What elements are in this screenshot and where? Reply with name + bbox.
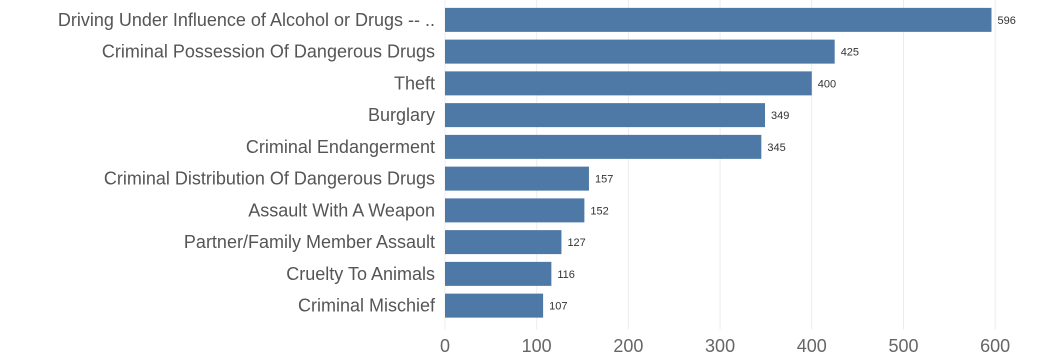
value-labels: 596 425 400 349 345 157 152 127 116 107 bbox=[549, 15, 1016, 313]
bar bbox=[445, 293, 544, 318]
bar bbox=[445, 166, 589, 191]
data-label: 345 bbox=[767, 142, 785, 154]
x-tick-label: 600 bbox=[980, 336, 1010, 356]
bar bbox=[445, 7, 992, 32]
category-label: Burglary bbox=[368, 105, 435, 125]
data-label: 152 bbox=[590, 205, 608, 217]
x-tick-label: 100 bbox=[522, 336, 552, 356]
category-label: Criminal Endangerment bbox=[246, 137, 435, 157]
category-label: Partner/Family Member Assault bbox=[184, 232, 435, 252]
x-tick-label: 0 bbox=[440, 336, 450, 356]
data-label: 400 bbox=[818, 78, 836, 90]
bar bbox=[445, 198, 585, 223]
bar bbox=[445, 134, 762, 159]
data-label: 425 bbox=[841, 47, 859, 59]
category-label: Criminal Mischief bbox=[298, 296, 436, 316]
bar bbox=[445, 39, 835, 64]
category-label: Cruelty To Animals bbox=[286, 264, 435, 284]
bar bbox=[445, 261, 552, 286]
data-label: 596 bbox=[997, 15, 1015, 27]
category-label: Criminal Possession Of Dangerous Drugs bbox=[102, 42, 435, 62]
category-label: Driving Under Influence of Alcohol or Dr… bbox=[58, 10, 435, 30]
x-tick-label: 500 bbox=[888, 336, 918, 356]
category-label: Theft bbox=[394, 73, 435, 93]
category-labels: Driving Under Influence of Alcohol or Dr… bbox=[58, 10, 436, 316]
x-tick-label: 200 bbox=[613, 336, 643, 356]
x-tick-label: 400 bbox=[797, 336, 827, 356]
bar bbox=[445, 230, 562, 255]
x-tick-label: 300 bbox=[705, 336, 735, 356]
category-label: Criminal Distribution Of Dangerous Drugs bbox=[104, 169, 435, 189]
bar bbox=[445, 71, 812, 96]
data-label: 157 bbox=[595, 174, 613, 186]
data-label: 107 bbox=[549, 301, 567, 313]
bar bbox=[445, 103, 766, 128]
bars bbox=[445, 7, 992, 318]
category-label: Assault With A Weapon bbox=[248, 200, 435, 220]
data-label: 349 bbox=[771, 110, 789, 122]
data-label: 127 bbox=[567, 237, 585, 249]
data-label: 116 bbox=[557, 269, 575, 281]
x-axis: 0 100 200 300 400 500 600 bbox=[440, 336, 1010, 356]
